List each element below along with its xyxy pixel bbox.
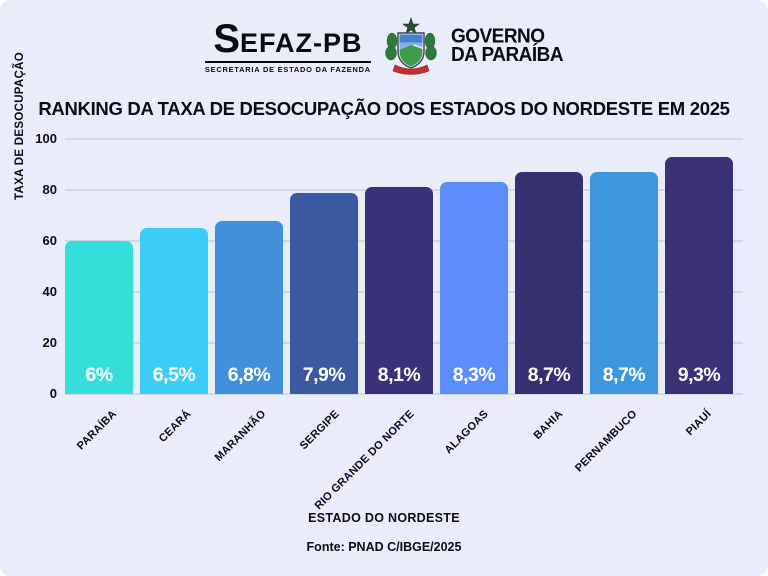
y-tick-label-60: 60	[42, 233, 57, 248]
gridline-0	[65, 393, 743, 395]
bar-value-label: 9,3%	[677, 364, 721, 386]
governo-da-paraiba-logo: GOVERNO DA PARAÍBA	[450, 24, 564, 67]
governo-line1: GOVERNO	[450, 24, 545, 48]
y-axis-title: TAXA DE DESOCUPAÇÃO	[14, 52, 26, 200]
sefaz-initial-letter: S	[213, 16, 240, 61]
bar-value-label: 6%	[85, 364, 113, 386]
sefaz-wordmark-rest: EFAZ-PB	[240, 27, 363, 58]
header-logos: S EFAZ-PB SECRETARIA DE ESTADO DA FAZENDA	[0, 16, 768, 76]
y-tick-label-0: 0	[49, 386, 57, 401]
y-tick-label-80: 80	[42, 182, 57, 197]
bar-maranhão: 6,8%	[215, 220, 283, 394]
x-tick-label-bahia: BAHIA	[531, 408, 565, 442]
governo-line2: DA PARAÍBA	[450, 43, 564, 67]
x-axis-title: ESTADO DO NORDESTE	[308, 511, 460, 525]
x-tick-label-alagoas: ALAGOAS	[442, 408, 491, 457]
y-tick-label-20: 20	[42, 335, 57, 350]
x-tick-label-sergipe: SERGIPE	[298, 408, 343, 453]
plot-area: 0 20 40 60 80 100 6% 6,5% 6,8% 7,9% 8,1% 8,3% 8,7% 8…	[35, 131, 743, 401]
source-caption: Fonte: PNAD C/IBGE/2025	[306, 540, 462, 554]
bar-alagoas: 8,3%	[440, 182, 508, 394]
bar-value-label: 7,9%	[302, 364, 346, 386]
bar-sergipe: 7,9%	[290, 192, 358, 394]
x-tick-label-maranhão: MARANHÃO	[212, 408, 269, 464]
bar-value-label: 6,8%	[227, 364, 271, 386]
gridline-100	[65, 138, 743, 140]
x-tick-label-paraíba: PARAÍBA	[75, 408, 120, 453]
sefaz-subtitle: SECRETARIA DE ESTADO DA FAZENDA	[204, 60, 371, 74]
bars-layer: 6% 6,5% 6,8% 7,9% 8,1% 8,3% 8,7% 8,7% 9,3%	[65, 139, 733, 394]
bar-piauí: 9,3%	[665, 156, 733, 394]
bar-bahia: 8,7%	[515, 172, 583, 394]
bar-pernambuco: 8,7%	[590, 172, 658, 394]
x-tick-label-pernambuco: PERNAMBUCO	[572, 408, 640, 475]
x-tick-label-ceará: CEARÁ	[156, 408, 194, 445]
sefaz-wordmark: S EFAZ-PB	[213, 19, 362, 59]
paraiba-coat-of-arms-icon	[385, 17, 437, 75]
bar-value-label: 8,7%	[527, 364, 571, 386]
bar-value-label: 8,3%	[452, 364, 496, 386]
sefaz-pb-logo: S EFAZ-PB SECRETARIA DE ESTADO DA FAZENDA	[204, 19, 371, 74]
y-tick-label-100: 100	[35, 131, 57, 146]
bar-value-label: 6,5%	[152, 364, 196, 386]
x-tick-label-piauí: PIAUÍ	[683, 408, 714, 438]
bar-value-label: 8,1%	[377, 364, 421, 386]
y-tick-label-40: 40	[42, 284, 57, 299]
bar-value-label: 8,7%	[602, 364, 646, 386]
bar-ceará: 6,5%	[140, 228, 208, 394]
x-tick-labels: PARAÍBA CEARÁ MARANHÃO SERGIPE RIO GRANDE DO…	[65, 402, 733, 512]
bar-rio-grande-do-norte: 8,1%	[365, 187, 433, 394]
chart-title: RANKING DA TAXA DE DESOCUPAÇÃO DOS ESTAD…	[38, 98, 730, 119]
bar-paraíba: 6%	[65, 241, 133, 394]
